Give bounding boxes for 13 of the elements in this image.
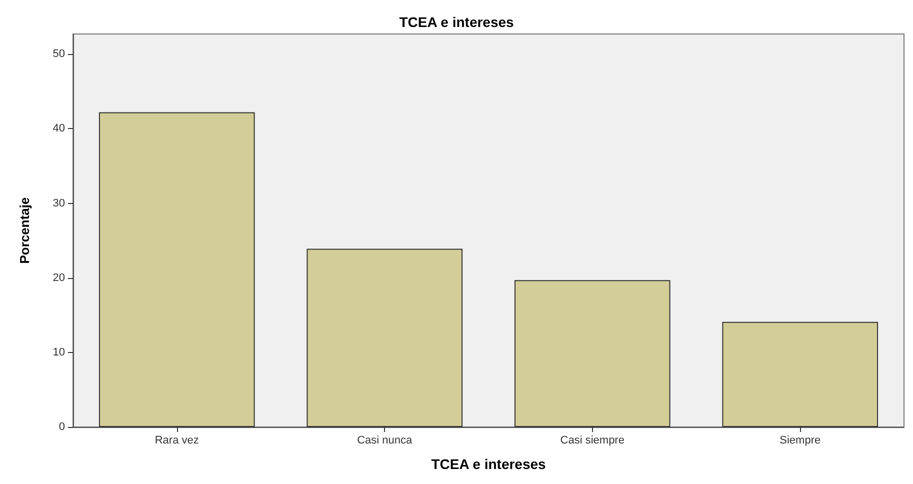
y-tick-label: 10 [52, 346, 65, 358]
y-axis-title: Porcentaje [17, 197, 32, 264]
x-tick-label: Rara vez [154, 434, 199, 446]
x-tick-label: Siempre [780, 434, 821, 446]
x-tick-label: Casi nunca [357, 434, 414, 446]
y-tick-label: 40 [52, 122, 65, 135]
x-tick-label: Casi siempre [560, 434, 624, 446]
y-tick-label: 50 [52, 48, 65, 60]
x-axis-title: TCEA e intereses [431, 456, 546, 472]
y-tick-label: 30 [52, 197, 65, 210]
y-tick-label: 0 [58, 421, 65, 433]
y-tick-label: 20 [52, 272, 65, 284]
chart-title: TCEA e intereses [399, 14, 514, 30]
